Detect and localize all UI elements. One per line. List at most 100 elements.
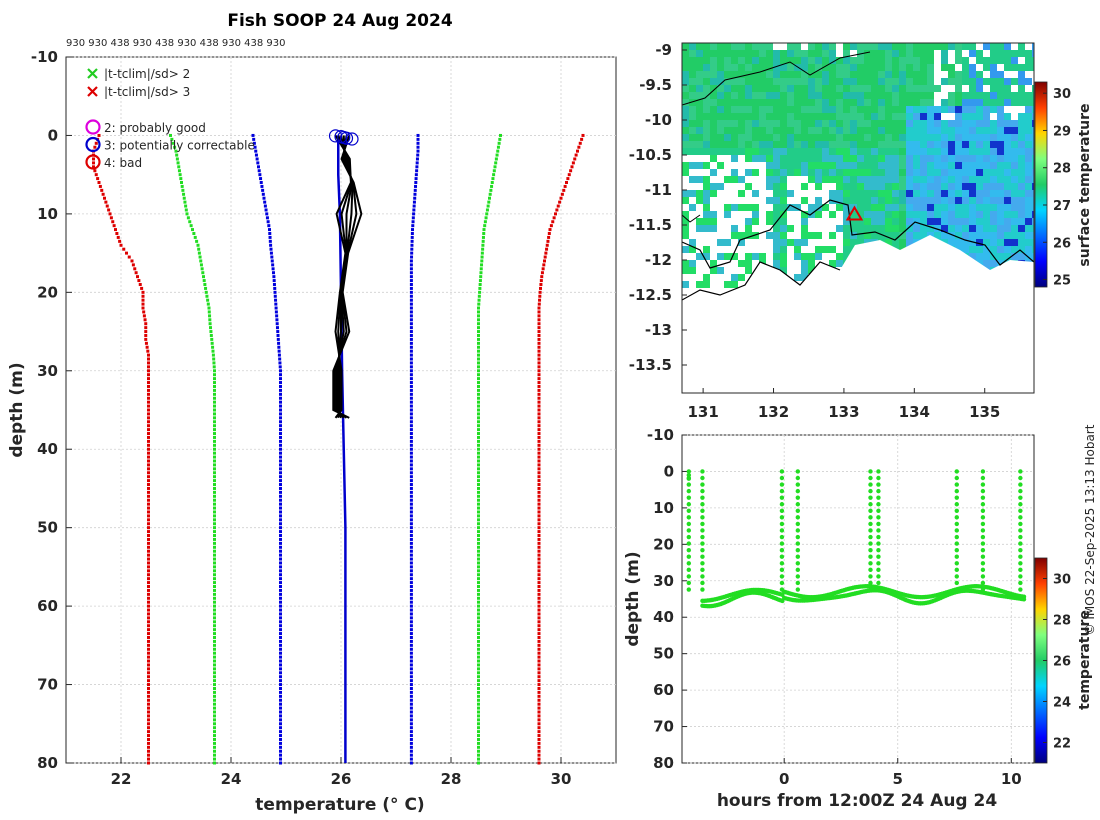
climatology-point xyxy=(477,428,480,432)
sst-cell xyxy=(1032,239,1034,246)
climatology-point xyxy=(279,651,282,655)
climatology-point xyxy=(488,192,492,196)
climatology-point xyxy=(213,369,216,373)
sst-cell xyxy=(1004,162,1011,169)
climatology-point xyxy=(261,188,265,192)
climatology-point xyxy=(537,396,541,400)
sst-cell xyxy=(787,204,794,211)
sst-cell xyxy=(906,120,913,127)
climatology-point xyxy=(477,557,480,561)
sst-cell xyxy=(738,204,745,211)
sst-cell xyxy=(983,113,990,120)
climatology-point xyxy=(482,232,486,235)
ts-point xyxy=(868,508,873,514)
sst-cell xyxy=(927,43,934,50)
climatology-point xyxy=(409,753,413,757)
sst-cell xyxy=(1025,239,1032,246)
sst-cell xyxy=(696,85,703,92)
climatology-point xyxy=(537,365,541,369)
sst-cell xyxy=(710,183,717,190)
sst-cell xyxy=(801,148,808,155)
sst-cell xyxy=(801,225,808,232)
sst-cell xyxy=(689,64,696,71)
climatology-point xyxy=(492,173,496,177)
sst-cell xyxy=(836,78,843,85)
climatology-point xyxy=(279,761,282,765)
sst-cell xyxy=(808,253,815,260)
sst-cell xyxy=(920,197,927,204)
y-tick-label: 30 xyxy=(37,362,58,380)
sst-cell xyxy=(934,232,941,239)
sst-cell xyxy=(787,190,794,197)
ts-point xyxy=(980,567,986,573)
sst-cell xyxy=(808,162,815,169)
sst-cell xyxy=(745,204,752,211)
sst-cell xyxy=(843,99,850,106)
climatology-point xyxy=(94,141,98,145)
sst-cell xyxy=(990,57,997,64)
sst-cell xyxy=(794,246,801,253)
climatology-point xyxy=(409,451,413,455)
circle-marker-icon xyxy=(85,119,101,135)
sst-cell xyxy=(766,211,773,218)
sst-cell xyxy=(1032,225,1034,232)
sst-cell xyxy=(752,50,759,57)
sst-cell xyxy=(983,197,990,204)
ts-x-tick-label: 0 xyxy=(779,770,789,788)
sst-cell xyxy=(969,43,976,50)
sst-cell xyxy=(920,232,927,239)
sst-cell xyxy=(997,260,1004,267)
sst-cell xyxy=(710,141,717,148)
sst-cell xyxy=(1004,134,1011,141)
climatology-point xyxy=(537,510,541,514)
climatology-point xyxy=(479,275,483,279)
ts-point xyxy=(954,475,959,481)
sst-cell xyxy=(948,106,955,113)
sst-cell xyxy=(745,148,752,155)
ts-point xyxy=(1018,488,1023,494)
climatology-point xyxy=(477,365,480,369)
sst-cell xyxy=(997,71,1004,78)
sst-cell xyxy=(934,155,941,162)
sst-cell xyxy=(815,204,822,211)
sst-cell xyxy=(689,148,696,155)
sst-cell xyxy=(934,85,941,92)
sst-cell xyxy=(934,113,941,120)
sst-cell xyxy=(976,176,983,183)
sst-cell xyxy=(794,64,801,71)
climatology-point xyxy=(101,192,105,196)
sst-cell xyxy=(724,50,731,57)
climatology-point xyxy=(279,573,282,577)
climatology-point xyxy=(537,651,541,655)
ts-y-tick-label: 80 xyxy=(653,754,674,772)
sst-cell xyxy=(822,141,829,148)
sst-cell xyxy=(738,190,745,197)
sst-cell xyxy=(864,155,871,162)
sst-cell xyxy=(745,43,752,50)
climatology-point xyxy=(411,228,414,232)
climatology-point xyxy=(477,600,480,604)
sst-cell xyxy=(906,176,913,183)
sst-cell xyxy=(990,176,997,183)
climatology-point xyxy=(416,137,420,141)
climatology-point xyxy=(477,408,480,412)
ts-point xyxy=(954,587,959,592)
climatology-point xyxy=(277,341,281,345)
climatology-point xyxy=(477,302,481,306)
ts-point xyxy=(868,567,873,573)
climatology-point xyxy=(213,518,216,522)
sst-cell xyxy=(962,176,969,183)
climatology-point xyxy=(477,592,480,596)
sst-cell xyxy=(689,260,696,267)
sst-cell xyxy=(731,71,738,78)
sst-cell xyxy=(836,197,843,204)
climatology-point xyxy=(279,435,282,439)
ts-point xyxy=(876,587,881,592)
climatology-point xyxy=(179,177,183,181)
sst-cell xyxy=(773,78,780,85)
climatology-point xyxy=(409,443,413,447)
climatology-point xyxy=(184,204,188,208)
climatology-point xyxy=(537,545,541,549)
climatology-point xyxy=(569,169,573,173)
